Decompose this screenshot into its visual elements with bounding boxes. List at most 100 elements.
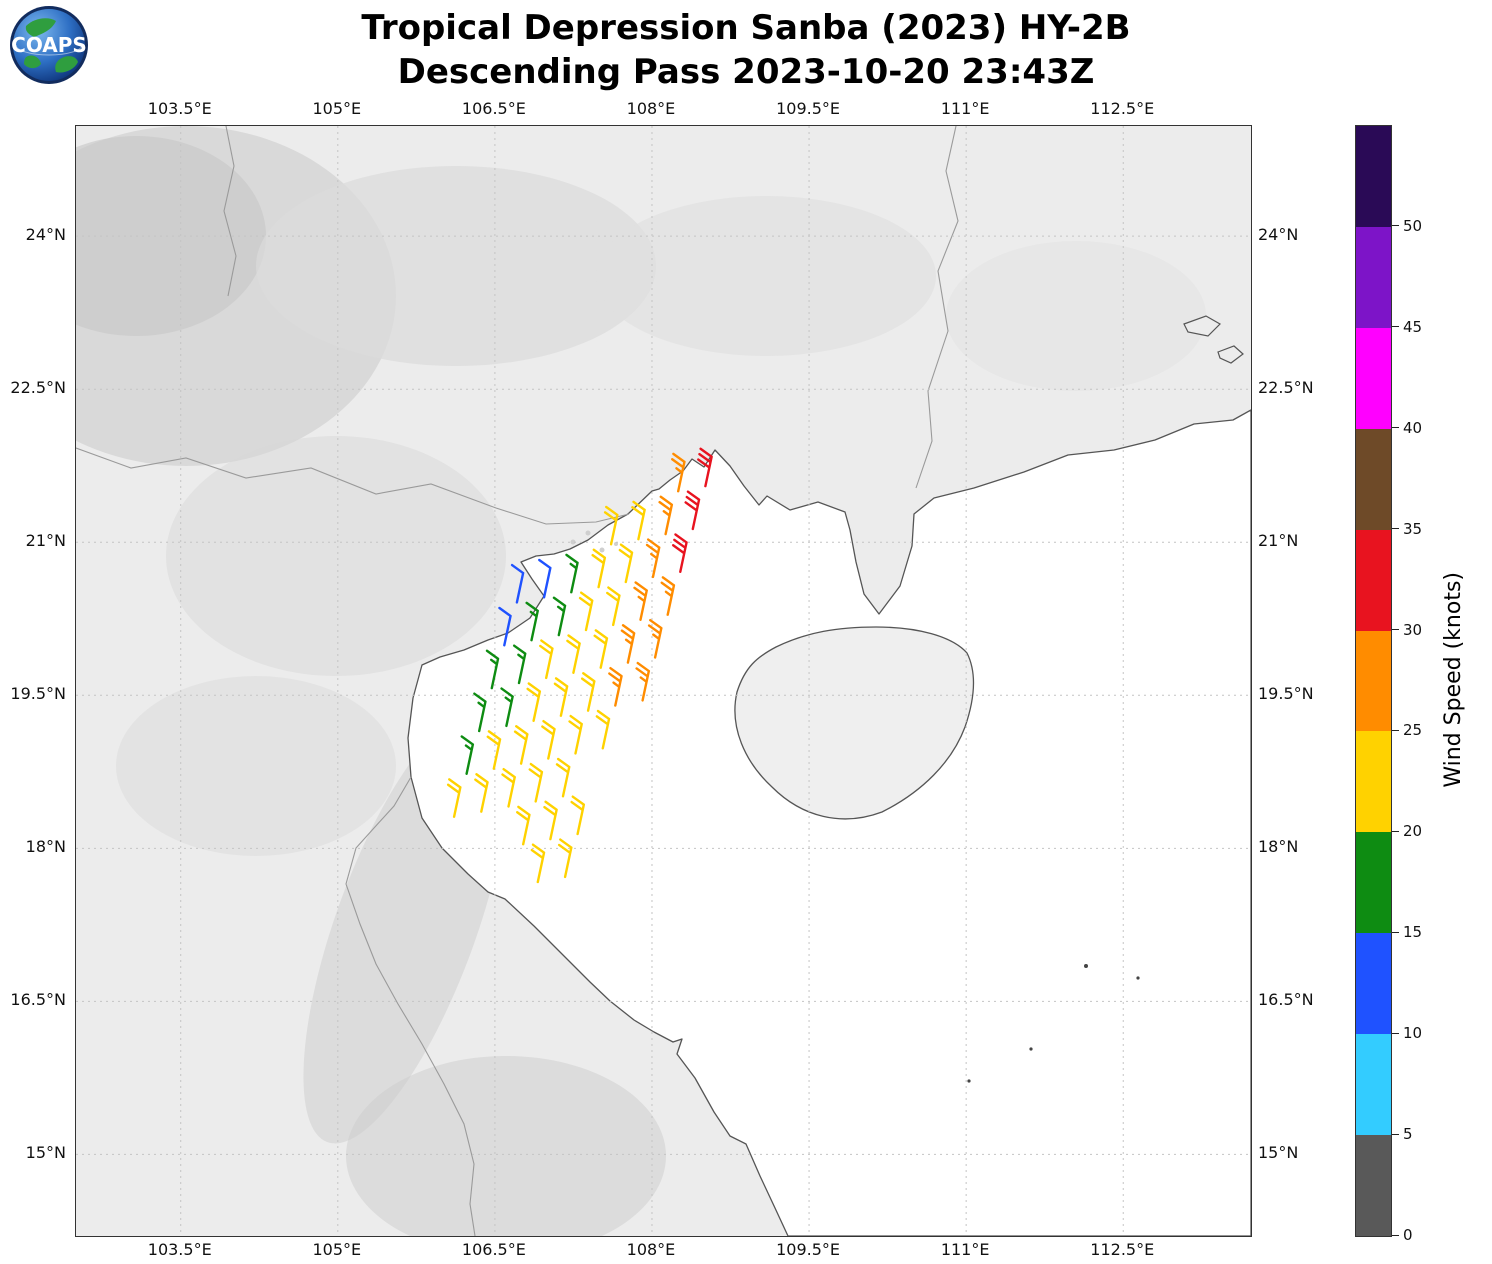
lon-tick-label-bottom: 105°E	[312, 1240, 362, 1259]
colorbar-segment	[1356, 226, 1391, 328]
colorbar-axis-label: Wind Speed (knots)	[1441, 125, 1466, 1235]
coaps-logo: COAPS	[8, 4, 90, 86]
lat-tick-label-left: 21°N	[25, 531, 66, 551]
colorbar-segment	[1356, 933, 1391, 1035]
colorbar-tick-label: 20	[1403, 822, 1423, 841]
colorbar-tick-mark	[1392, 1133, 1399, 1135]
wind-barb	[516, 805, 531, 846]
wind-barb	[486, 730, 502, 770]
wind-barb	[595, 709, 611, 750]
land-layer	[76, 126, 1251, 1236]
wind-barb	[552, 596, 567, 637]
wind-barb	[555, 757, 571, 798]
colorbar-tick-mark	[1392, 1032, 1399, 1034]
lon-tick-label-bottom: 111°E	[940, 1240, 990, 1259]
island-dot	[1136, 976, 1140, 980]
island-dot	[1084, 964, 1088, 968]
wind-barb	[530, 843, 546, 884]
colorbar	[1355, 125, 1392, 1237]
wind-barb	[526, 682, 542, 722]
wind-barb	[697, 447, 713, 488]
lat-tick-label-right: 16.5°N	[1258, 990, 1314, 1010]
hainan-island	[734, 626, 975, 820]
island-dot	[1029, 1047, 1033, 1051]
wind-barb	[498, 606, 512, 647]
lon-tick-label-bottom: 106.5°E	[461, 1240, 526, 1259]
lat-tick-label-left: 19.5°N	[10, 684, 66, 704]
colorbar-segment	[1356, 630, 1391, 732]
lat-tick-label-left: 22.5°N	[10, 378, 66, 398]
wind-barb	[460, 735, 475, 775]
wind-barb	[500, 687, 514, 728]
lon-tick-label-bottom: 103.5°E	[147, 1240, 212, 1259]
wind-barb	[618, 543, 634, 584]
island	[1183, 315, 1221, 337]
colorbar-tick-label: 10	[1403, 1024, 1423, 1043]
colorbar-segment	[1356, 832, 1391, 934]
wind-barb	[608, 666, 623, 707]
lon-tick-label-top: 106.5°E	[461, 99, 526, 118]
wind-barb	[671, 452, 686, 493]
wind-barb	[635, 661, 651, 702]
island	[570, 539, 576, 545]
wind-barb	[570, 795, 586, 836]
wind-barb	[631, 500, 646, 541]
colorbar-tick-mark	[1392, 931, 1399, 933]
colorbar-tick-mark	[1392, 830, 1399, 832]
colorbar-tick-label: 5	[1403, 1125, 1413, 1144]
wind-barb	[543, 800, 558, 841]
lat-tick-label-left: 15°N	[25, 1143, 66, 1163]
colorbar-tick-label: 25	[1403, 721, 1423, 740]
lat-tick-label-right: 24°N	[1258, 225, 1299, 245]
wind-barb	[671, 533, 688, 573]
wind-barb	[473, 692, 487, 733]
wind-barb	[593, 629, 609, 669]
wind-barb	[647, 618, 663, 659]
wind-barb	[620, 624, 636, 664]
colorbar-label-text: Wind Speed (knots)	[1441, 572, 1466, 788]
wind-barb	[525, 601, 539, 642]
wind-barb-layer	[446, 447, 713, 884]
wind-barb	[501, 767, 516, 808]
lat-tick-label-right: 22.5°N	[1258, 378, 1314, 398]
wind-barb	[541, 719, 556, 760]
lon-tick-label-top: 103.5°E	[147, 99, 212, 118]
lon-tick-label-top: 108°E	[626, 99, 676, 118]
colorbar-tick-label: 30	[1403, 620, 1423, 639]
wind-barb	[633, 581, 648, 621]
wind-barb	[510, 563, 525, 604]
wind-barb	[512, 644, 527, 685]
title-line-2: Descending Pass 2023-10-20 23:43Z	[397, 52, 1095, 93]
colorbar-tick-label: 50	[1403, 216, 1423, 235]
wind-barb	[538, 558, 552, 599]
gridlines	[76, 126, 1251, 1236]
wind-barb	[553, 677, 569, 717]
wind-barb	[658, 495, 674, 536]
island	[585, 530, 591, 536]
lat-tick-label-left: 18°N	[25, 837, 66, 857]
logo-text: COAPS	[11, 33, 87, 57]
colorbar-tick-label: 15	[1403, 923, 1423, 942]
island	[1217, 345, 1244, 364]
lat-tick-label-right: 21°N	[1258, 531, 1299, 551]
wind-barb	[565, 553, 579, 594]
colorbar-tick-mark	[1392, 629, 1399, 631]
colorbar-tick-mark	[1392, 1234, 1399, 1236]
lon-tick-label-top: 112.5°E	[1090, 99, 1155, 118]
colorbar-segment	[1356, 731, 1391, 833]
map-plot-area	[75, 125, 1252, 1237]
lon-tick-label-bottom: 109.5°E	[776, 1240, 841, 1259]
wind-barb	[660, 576, 676, 616]
colorbar-segment	[1356, 327, 1391, 429]
colorbar-segment	[1356, 1034, 1391, 1136]
wind-barb	[684, 490, 701, 531]
lat-tick-label-right: 19.5°N	[1258, 684, 1314, 704]
sea-polygon	[407, 409, 1251, 1236]
colorbar-tick-mark	[1392, 427, 1399, 429]
wind-barb	[557, 838, 573, 879]
wind-barb	[578, 591, 594, 632]
wind-barb	[566, 634, 581, 674]
colorbar-tick-label: 0	[1403, 1226, 1413, 1244]
wind-barb	[485, 649, 500, 690]
figure-title: Tropical Depression Sanba (2023) HY-2B D…	[0, 6, 1492, 94]
